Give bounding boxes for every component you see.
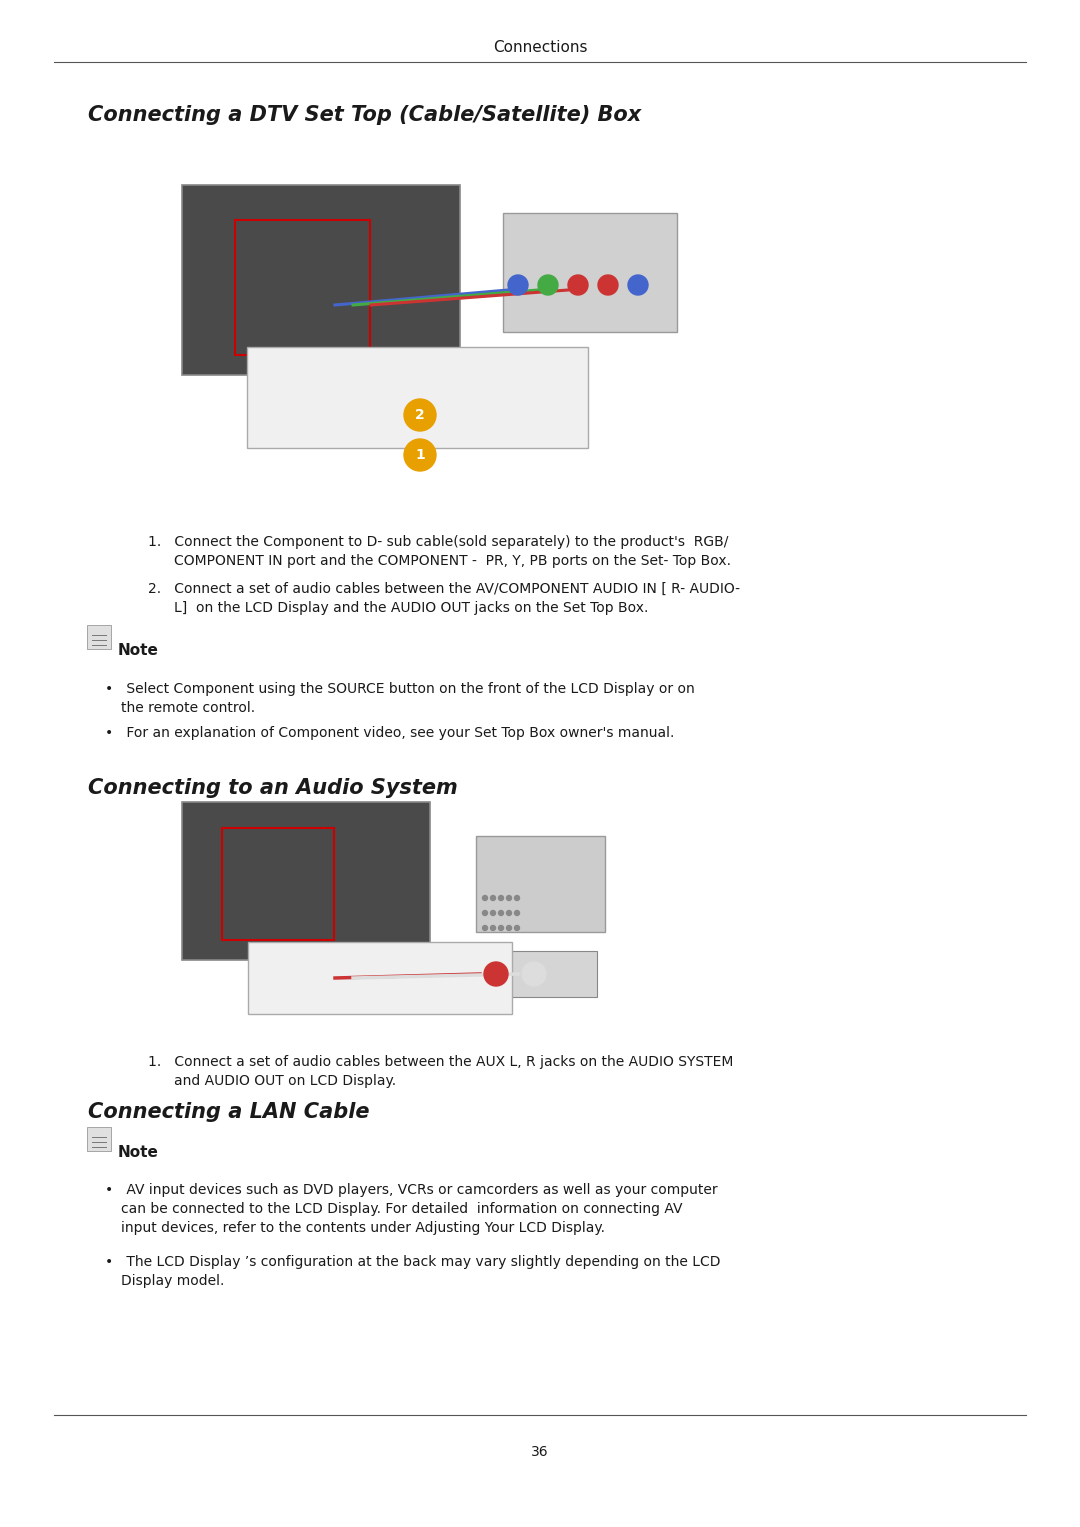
Circle shape bbox=[507, 925, 512, 930]
Text: •   AV input devices such as DVD players, VCRs or camcorders as well as your com: • AV input devices such as DVD players, … bbox=[105, 1183, 717, 1197]
Text: 1.   Connect a set of audio cables between the AUX L, R jacks on the AUDIO SYSTE: 1. Connect a set of audio cables between… bbox=[148, 1055, 733, 1069]
Circle shape bbox=[484, 962, 508, 986]
Circle shape bbox=[507, 895, 512, 901]
Text: 2: 2 bbox=[415, 408, 424, 421]
Text: and AUDIO OUT on LCD Display.: and AUDIO OUT on LCD Display. bbox=[174, 1073, 396, 1089]
Text: Connecting a DTV Set Top (Cable/Satellite) Box: Connecting a DTV Set Top (Cable/Satellit… bbox=[87, 105, 642, 125]
FancyBboxPatch shape bbox=[247, 347, 588, 447]
FancyBboxPatch shape bbox=[183, 185, 460, 376]
Text: can be connected to the LCD Display. For detailed  information on connecting AV: can be connected to the LCD Display. For… bbox=[121, 1202, 683, 1215]
Circle shape bbox=[507, 910, 512, 916]
Circle shape bbox=[499, 925, 503, 930]
Circle shape bbox=[514, 925, 519, 930]
Bar bbox=[222, 828, 334, 941]
Circle shape bbox=[538, 275, 558, 295]
Bar bbox=[235, 220, 370, 354]
Circle shape bbox=[522, 962, 546, 986]
Text: Note: Note bbox=[118, 643, 159, 658]
FancyBboxPatch shape bbox=[476, 835, 605, 931]
Text: •   For an explanation of Component video, see your Set Top Box owner's manual.: • For an explanation of Component video,… bbox=[105, 725, 674, 741]
Circle shape bbox=[598, 275, 618, 295]
Text: 1: 1 bbox=[415, 447, 424, 463]
Circle shape bbox=[514, 910, 519, 916]
Circle shape bbox=[508, 275, 528, 295]
FancyBboxPatch shape bbox=[183, 802, 430, 960]
Text: L]  on the LCD Display and the AUDIO OUT jacks on the Set Top Box.: L] on the LCD Display and the AUDIO OUT … bbox=[174, 602, 648, 615]
Text: 36: 36 bbox=[531, 1445, 549, 1458]
FancyBboxPatch shape bbox=[87, 625, 111, 649]
FancyBboxPatch shape bbox=[248, 942, 512, 1014]
Circle shape bbox=[404, 438, 436, 470]
Text: Connections: Connections bbox=[492, 41, 588, 55]
Circle shape bbox=[483, 925, 487, 930]
Circle shape bbox=[483, 910, 487, 916]
Circle shape bbox=[499, 910, 503, 916]
FancyBboxPatch shape bbox=[87, 1127, 111, 1151]
Circle shape bbox=[499, 895, 503, 901]
Circle shape bbox=[490, 925, 496, 930]
Circle shape bbox=[568, 275, 588, 295]
Text: Display model.: Display model. bbox=[121, 1274, 225, 1287]
Circle shape bbox=[627, 275, 648, 295]
Text: COMPONENT IN port and the COMPONENT -  PR, Y, PB ports on the Set- Top Box.: COMPONENT IN port and the COMPONENT - PR… bbox=[174, 554, 731, 568]
Text: the remote control.: the remote control. bbox=[121, 701, 255, 715]
Text: 2.   Connect a set of audio cables between the AV/COMPONENT AUDIO IN [ R- AUDIO-: 2. Connect a set of audio cables between… bbox=[148, 582, 740, 596]
Text: 1.   Connect the Component to D- sub cable(sold separately) to the product's  RG: 1. Connect the Component to D- sub cable… bbox=[148, 534, 728, 550]
Circle shape bbox=[514, 895, 519, 901]
Text: Connecting a LAN Cable: Connecting a LAN Cable bbox=[87, 1102, 369, 1122]
Circle shape bbox=[490, 910, 496, 916]
Text: •   Select Component using the SOURCE button on the front of the LCD Display or : • Select Component using the SOURCE butt… bbox=[105, 683, 694, 696]
FancyBboxPatch shape bbox=[478, 951, 597, 997]
Circle shape bbox=[404, 399, 436, 431]
Circle shape bbox=[483, 895, 487, 901]
Text: input devices, refer to the contents under Adjusting Your LCD Display.: input devices, refer to the contents und… bbox=[121, 1222, 605, 1235]
Text: Connecting to an Audio System: Connecting to an Audio System bbox=[87, 777, 458, 799]
Text: •   The LCD Display ’s configuration at the back may vary slightly depending on : • The LCD Display ’s configuration at th… bbox=[105, 1255, 720, 1269]
FancyBboxPatch shape bbox=[503, 212, 677, 331]
Circle shape bbox=[490, 895, 496, 901]
Text: Note: Note bbox=[118, 1145, 159, 1161]
